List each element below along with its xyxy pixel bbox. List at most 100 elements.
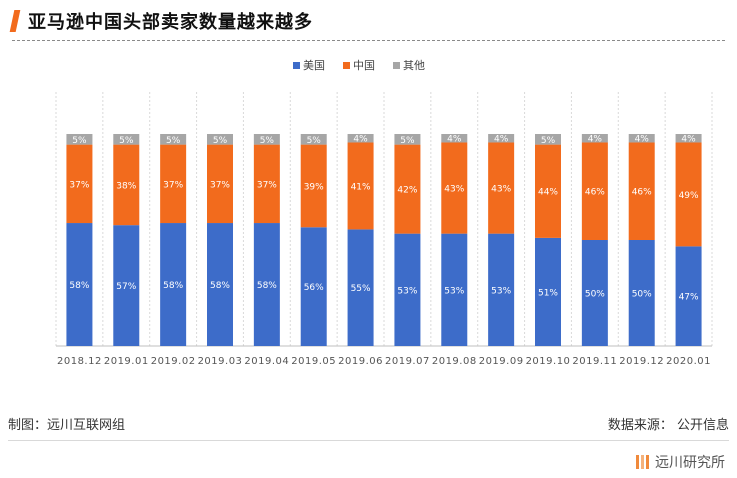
data-label: 5% bbox=[307, 136, 322, 146]
bar-2019.10-series-1 bbox=[535, 237, 561, 346]
bar-2018.12-series-3 bbox=[66, 134, 93, 145]
x-tick-label: 2020.01 bbox=[666, 356, 711, 367]
bar-2019.09-series-1 bbox=[488, 233, 515, 346]
data-label: 4% bbox=[588, 135, 603, 145]
bar-2019.07-series-3 bbox=[394, 134, 421, 145]
bar-2019.03-series-2 bbox=[207, 144, 233, 224]
data-label: 47% bbox=[679, 293, 699, 303]
data-label: 53% bbox=[491, 286, 511, 296]
data-label: 44% bbox=[538, 188, 558, 198]
footer-credit: 制图：远川互联网组 bbox=[8, 418, 126, 433]
data-label: 57% bbox=[116, 282, 136, 292]
bar-2019.05-series-3 bbox=[300, 134, 327, 145]
page-title: 亚马逊中国头部卖家数量越来越多 bbox=[28, 12, 313, 33]
data-label: 4% bbox=[681, 135, 696, 145]
data-label: 37% bbox=[257, 180, 277, 190]
bar-2019.04-series-3 bbox=[253, 134, 280, 145]
data-label: 37% bbox=[210, 180, 230, 190]
bar-2019.05-series-1 bbox=[300, 227, 327, 346]
bar-2019.12-series-2 bbox=[628, 142, 655, 240]
bar-2018.12-series-1 bbox=[66, 223, 93, 346]
bar-2019.11-series-1 bbox=[581, 240, 608, 346]
x-tick-label: 2019.11 bbox=[572, 356, 617, 367]
bar-2019.08-series-3 bbox=[441, 134, 468, 143]
title-divider bbox=[12, 40, 725, 41]
data-label: 58% bbox=[210, 281, 230, 291]
bar-2019.07-series-1 bbox=[394, 233, 421, 346]
data-label: 5% bbox=[213, 136, 228, 146]
bar-2019.01-series-2 bbox=[113, 144, 140, 226]
bar-2019.01-series-1 bbox=[113, 225, 140, 346]
data-label: 5% bbox=[166, 136, 181, 146]
bar-2019.04-series-2 bbox=[253, 144, 280, 224]
bar-2020.01-series-1 bbox=[675, 246, 702, 346]
x-tick-label: 2019.05 bbox=[291, 356, 336, 367]
x-tick-label: 2019.03 bbox=[198, 356, 243, 367]
bar-2019.07-series-2 bbox=[394, 144, 421, 234]
bar-2019.06-series-1 bbox=[347, 229, 374, 346]
data-label: 51% bbox=[538, 288, 558, 298]
data-label: 43% bbox=[444, 185, 464, 195]
bar-2019.09-series-2 bbox=[488, 142, 515, 234]
data-label: 5% bbox=[260, 136, 275, 146]
data-label: 4% bbox=[635, 135, 650, 145]
data-label: 43% bbox=[491, 185, 511, 195]
data-label: 4% bbox=[447, 135, 462, 145]
title-accent-bar bbox=[9, 10, 21, 32]
bar-2019.03-series-1 bbox=[207, 223, 233, 346]
bar-2019.02-series-1 bbox=[160, 223, 187, 346]
data-label: 50% bbox=[585, 290, 605, 300]
x-tick-label: 2019.08 bbox=[432, 356, 477, 367]
bar-2019.11-series-2 bbox=[581, 142, 608, 240]
data-label: 5% bbox=[400, 136, 415, 146]
data-label: 5% bbox=[72, 136, 87, 146]
data-label: 41% bbox=[351, 182, 371, 192]
data-label: 37% bbox=[163, 180, 183, 190]
x-tick-label: 2019.04 bbox=[244, 356, 289, 367]
bar-2020.01-series-2 bbox=[675, 142, 702, 247]
bar-2019.12-series-3 bbox=[628, 134, 655, 143]
footer-source: 数据来源： 公开信息 bbox=[607, 418, 729, 433]
bar-2019.11-series-3 bbox=[581, 134, 608, 143]
bar-2019.03-series-3 bbox=[207, 134, 233, 145]
x-tick-label: 2019.02 bbox=[151, 356, 196, 367]
legend-swatch-2 bbox=[343, 62, 350, 69]
brand-mark: 远川研究所 bbox=[636, 452, 725, 472]
data-label: 5% bbox=[119, 136, 134, 146]
data-label: 55% bbox=[351, 284, 371, 294]
legend-label-2: 中国 bbox=[353, 59, 375, 72]
bar-2019.08-series-2 bbox=[441, 142, 468, 234]
data-label: 4% bbox=[494, 135, 509, 145]
data-label: 37% bbox=[69, 180, 89, 190]
bar-2019.10-series-3 bbox=[535, 134, 561, 145]
data-label: 5% bbox=[541, 136, 556, 146]
data-label: 53% bbox=[397, 286, 417, 296]
x-tick-label: 2019.12 bbox=[619, 356, 664, 367]
bar-2019.10-series-2 bbox=[535, 144, 561, 238]
bar-2019.12-series-1 bbox=[628, 240, 655, 346]
bar-2019.08-series-1 bbox=[441, 233, 468, 346]
data-label: 58% bbox=[69, 281, 89, 291]
legend-swatch-1 bbox=[293, 62, 300, 69]
data-label: 49% bbox=[679, 191, 699, 201]
x-tick-label: 2018.12 bbox=[57, 356, 102, 367]
data-label: 38% bbox=[116, 181, 136, 191]
data-label: 39% bbox=[304, 182, 324, 192]
bar-2019.06-series-3 bbox=[347, 134, 374, 143]
legend-swatch-3 bbox=[393, 62, 400, 69]
bar-2019.04-series-1 bbox=[253, 223, 280, 346]
data-label: 46% bbox=[632, 188, 652, 198]
legend-label-3: 其他 bbox=[403, 59, 425, 72]
data-label: 42% bbox=[397, 186, 417, 196]
data-label: 53% bbox=[444, 286, 464, 296]
bar-2019.05-series-2 bbox=[300, 144, 327, 228]
footer-divider bbox=[8, 440, 729, 441]
stacked-bar-chart: 美国 中国 其他 58% 37% 5% 2018.12 57% 38% 5% 2019.01 58% 3… bbox=[55, 59, 713, 367]
bar-2019.01-series-3 bbox=[113, 134, 140, 145]
data-label: 50% bbox=[632, 290, 652, 300]
x-tick-label: 2019.09 bbox=[479, 356, 524, 367]
brand-logo-icon bbox=[636, 455, 649, 469]
x-tick-label: 2019.10 bbox=[526, 356, 571, 367]
brand-name: 远川研究所 bbox=[655, 455, 725, 471]
data-label: 4% bbox=[353, 135, 368, 145]
